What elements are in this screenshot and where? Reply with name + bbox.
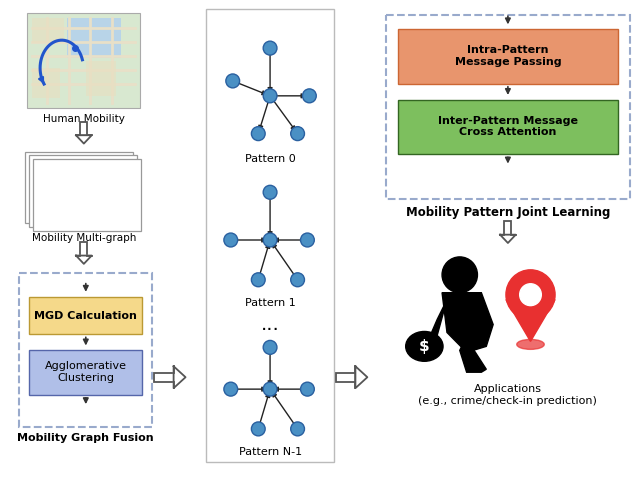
Text: Intra-Pattern
Message Passing: Intra-Pattern Message Passing [454,45,561,67]
Text: $: $ [419,339,429,354]
Circle shape [226,74,239,88]
Bar [32,68,60,98]
Bar [154,372,173,382]
Circle shape [263,340,277,354]
Bar [398,29,618,84]
Bar [29,350,142,395]
Circle shape [95,163,108,176]
Bar [19,273,152,427]
Circle shape [442,257,477,293]
Bar [86,61,116,96]
Bar [26,152,134,223]
Bar [28,13,140,108]
Circle shape [520,284,541,306]
Bar [29,297,142,335]
Bar [398,100,618,155]
Circle shape [301,382,314,396]
Circle shape [51,173,63,186]
Bar [32,18,64,43]
Polygon shape [173,366,186,388]
Bar [206,9,334,462]
Text: Mobility Pattern Joint Learning: Mobility Pattern Joint Learning [406,206,610,219]
Circle shape [506,270,555,320]
Text: Pattern 0: Pattern 0 [244,154,296,164]
Circle shape [100,186,113,199]
Circle shape [291,422,305,436]
Circle shape [263,185,277,199]
Circle shape [252,422,265,436]
Circle shape [263,41,277,55]
Bar [504,221,511,235]
Text: Inter-Pattern Message
Cross Attention: Inter-Pattern Message Cross Attention [438,116,578,137]
Text: Pattern 1: Pattern 1 [244,298,296,308]
Polygon shape [460,347,486,372]
Polygon shape [76,255,92,264]
Bar [386,15,630,199]
Ellipse shape [406,332,443,361]
Polygon shape [428,300,447,347]
Bar [33,159,141,231]
Circle shape [263,89,277,103]
Ellipse shape [516,339,544,349]
Circle shape [252,273,265,287]
Text: Mobility Multi-graph: Mobility Multi-graph [31,233,136,243]
Polygon shape [442,293,493,352]
Circle shape [291,273,305,287]
Polygon shape [355,366,367,388]
Polygon shape [500,235,516,243]
Bar [67,18,121,58]
Bar [29,156,138,227]
Text: ...: ... [260,315,280,334]
Bar [80,242,88,255]
Text: Mobility Graph Fusion: Mobility Graph Fusion [17,433,154,443]
Circle shape [224,382,237,396]
Text: Agglomerative
Clustering: Agglomerative Clustering [45,361,127,383]
Circle shape [252,127,265,141]
Circle shape [303,89,316,103]
Polygon shape [76,135,92,144]
Circle shape [301,233,314,247]
Text: Pattern N-1: Pattern N-1 [239,447,301,457]
Text: Applications
(e.g., crime/check-in prediction): Applications (e.g., crime/check-in predi… [419,384,597,406]
Text: Human Mobility: Human Mobility [43,114,125,124]
Circle shape [263,233,277,247]
Circle shape [263,382,277,396]
Bar [80,122,88,135]
Circle shape [78,181,91,194]
Bar [336,372,355,382]
Circle shape [224,233,237,247]
Circle shape [291,127,305,141]
Text: MGD Calculation: MGD Calculation [35,311,137,321]
Polygon shape [506,300,555,341]
Circle shape [63,199,76,212]
